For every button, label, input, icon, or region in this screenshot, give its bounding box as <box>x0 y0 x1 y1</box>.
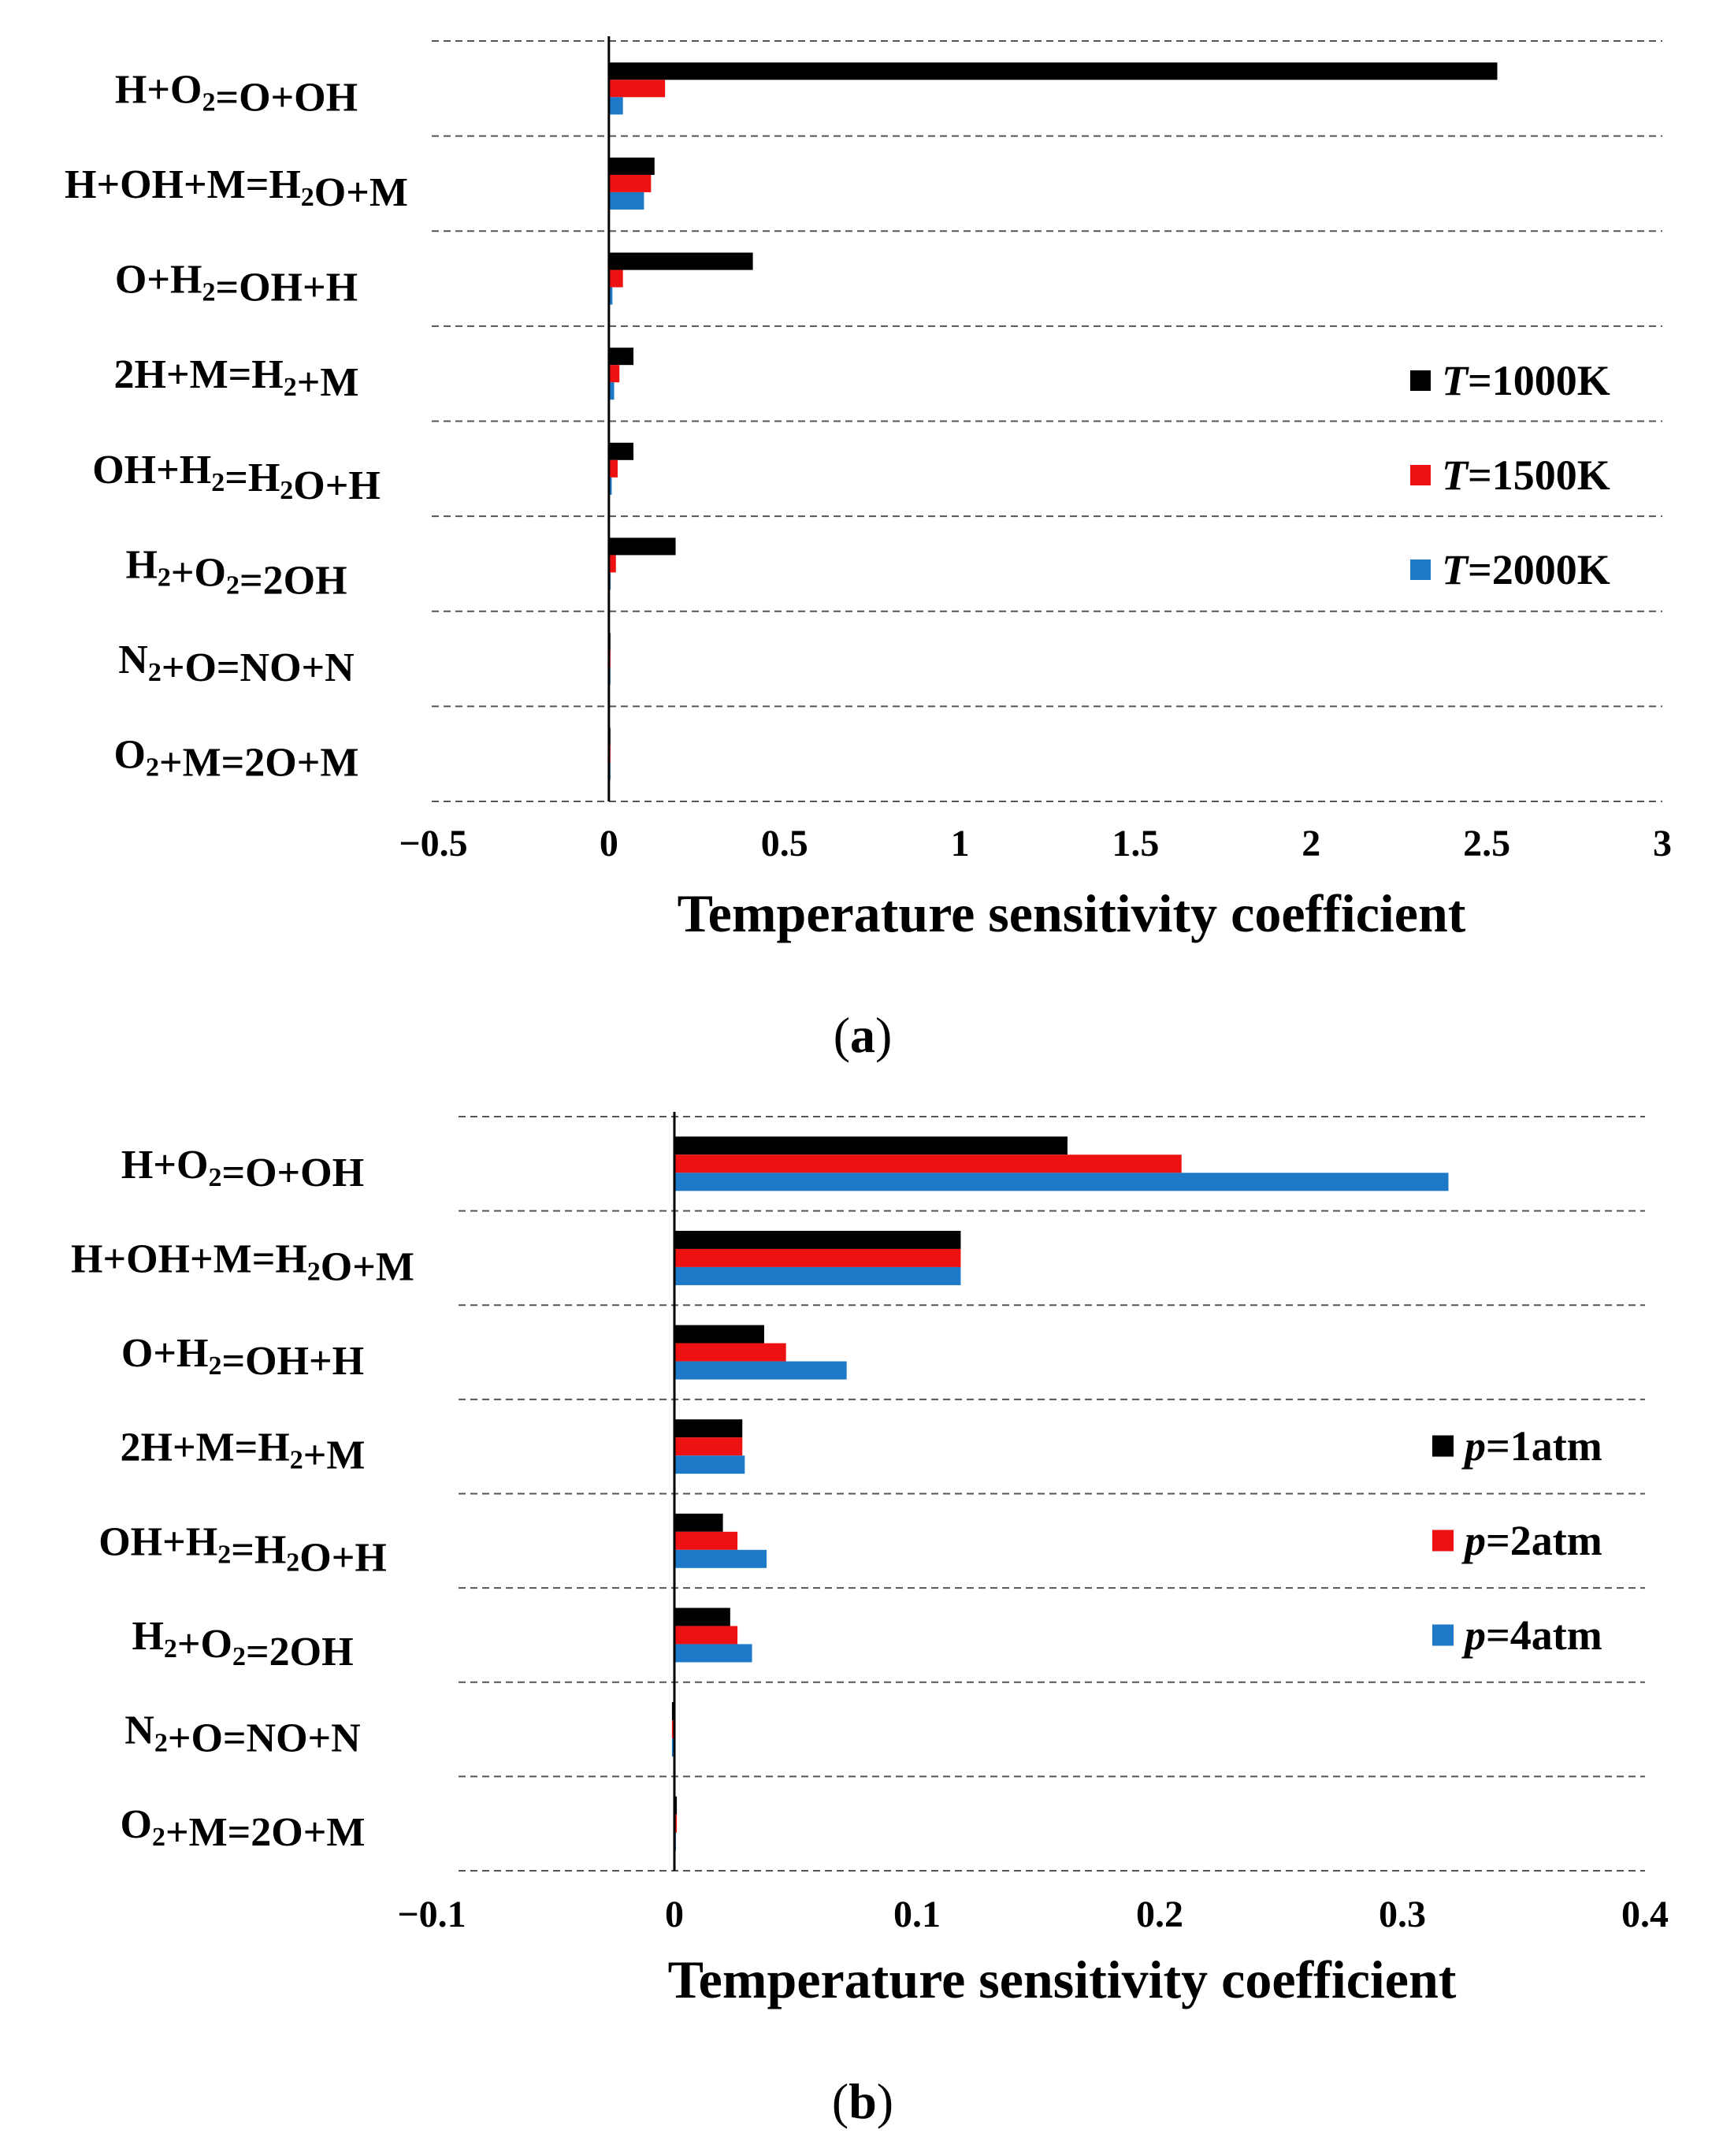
category-label: O+H2=OH+H <box>115 258 358 310</box>
legend-label: T=1000K <box>1442 357 1610 404</box>
x-tick-label: 1.5 <box>1112 823 1159 864</box>
bar-b-p4atm-1 <box>674 1266 961 1285</box>
panel-b-chart: H+O2=O+OH H+OH+M=H2O+M O+H2=OH+H 2H+M=H2+M O… <box>71 1112 1669 2129</box>
x-tick-label: −0.1 <box>397 1894 466 1935</box>
legend-label: p=2atm <box>1461 1517 1602 1564</box>
bar-b-p4atm-6 <box>671 1738 674 1757</box>
bar-a-t2000k-0 <box>608 97 623 115</box>
bar-a-t1000k-1 <box>608 157 655 175</box>
x-tick-label: 0.2 <box>1136 1894 1183 1935</box>
category-label: OH+H2=H2O+H <box>98 1519 387 1580</box>
bar-a-t2000k-1 <box>608 191 644 210</box>
x-tick-label: 2 <box>1302 823 1320 864</box>
bar-b-p1atm-2 <box>674 1325 764 1344</box>
x-tick-label: 0 <box>600 823 618 864</box>
category-label: O2+M=2O+M <box>121 1802 366 1855</box>
legend-swatch <box>1432 1435 1454 1457</box>
bar-a-t1000k-5 <box>608 537 676 556</box>
bar-b-p2atm-0 <box>674 1154 1182 1173</box>
bar-a-t1500k-5 <box>608 555 616 573</box>
bar-b-p2atm-6 <box>671 1720 674 1739</box>
bar-b-p2atm-5 <box>674 1626 738 1645</box>
bar-a-t2000k-3 <box>608 382 615 400</box>
bar-a-t1000k-4 <box>608 442 634 460</box>
bar-a-t1000k-3 <box>608 348 634 366</box>
bar-b-p1atm-6 <box>671 1702 674 1721</box>
category-label: H+OH+M=H2O+M <box>71 1236 414 1289</box>
legend-swatch <box>1432 1530 1454 1552</box>
bar-a-t2000k-2 <box>608 287 613 305</box>
bar-a-t1500k-1 <box>608 174 652 192</box>
category-label: O2+M=2O+M <box>114 733 359 786</box>
panel-a-chart: H+O2=O+OH H+OH+M=H2O+M O+H2=OH+H 2H+M=H2+M O… <box>65 36 1672 1063</box>
category-label: H+OH+M=H2O+M <box>65 162 408 215</box>
legend-label: p=1atm <box>1461 1422 1602 1470</box>
bar-b-p2atm-4 <box>674 1531 738 1550</box>
bar-b-p1atm-0 <box>674 1136 1068 1155</box>
bar-a-t1000k-0 <box>608 62 1498 80</box>
legend-label: T=1500K <box>1442 452 1610 499</box>
bar-a-t1500k-0 <box>608 80 666 98</box>
category-label: H2+O2=2OH <box>132 1614 353 1675</box>
bar-b-p1atm-7 <box>674 1796 678 1815</box>
category-label: H+O2=O+OH <box>121 1143 364 1195</box>
legend-swatch <box>1410 465 1431 485</box>
panel-label: (a) <box>834 1007 893 1063</box>
bar-b-p4atm-5 <box>674 1644 752 1663</box>
bar-b-p1atm-3 <box>674 1419 743 1438</box>
x-axis-title: Temperature sensitivity coefficient <box>668 1950 1457 2009</box>
legend-label: T=2000K <box>1442 546 1610 593</box>
panel-label: (b) <box>832 2073 893 2129</box>
bar-a-t1500k-4 <box>608 459 618 478</box>
legend-swatch <box>1410 559 1431 580</box>
bar-b-p1atm-5 <box>674 1608 730 1626</box>
category-label: O+H2=OH+H <box>121 1331 364 1384</box>
category-label: N2+O=NO+N <box>124 1708 360 1761</box>
category-label: N2+O=NO+N <box>118 638 354 690</box>
x-tick-label: 0.1 <box>893 1894 941 1935</box>
bar-b-p2atm-1 <box>674 1248 961 1267</box>
legend-swatch <box>1410 370 1431 391</box>
x-tick-label: 0.5 <box>761 823 808 864</box>
bar-b-p2atm-3 <box>674 1437 743 1456</box>
category-label: H+O2=O+OH <box>115 67 358 120</box>
bar-a-t1500k-2 <box>608 270 623 288</box>
x-tick-label: 0.4 <box>1621 1894 1669 1935</box>
x-tick-label: 0.3 <box>1379 1894 1426 1935</box>
bar-b-p2atm-2 <box>674 1343 786 1362</box>
bar-b-p4atm-0 <box>674 1173 1449 1191</box>
x-tick-label: 1 <box>951 823 970 864</box>
bar-b-p2atm-7 <box>674 1814 678 1833</box>
x-tick-label: −0.5 <box>399 823 467 864</box>
bar-b-p1atm-1 <box>674 1230 961 1249</box>
category-label: 2H+M=H2+M <box>121 1426 366 1478</box>
x-tick-label: 2.5 <box>1463 823 1510 864</box>
x-tick-label: 0 <box>665 1894 684 1935</box>
bar-a-t1000k-2 <box>608 252 753 270</box>
bar-a-t1500k-3 <box>608 365 620 383</box>
bar-a-t2000k-4 <box>608 477 612 495</box>
category-label: 2H+M=H2+M <box>114 352 359 405</box>
category-label: OH+H2=H2O+H <box>92 448 381 508</box>
legend-label: p=4atm <box>1461 1611 1602 1659</box>
legend-swatch <box>1432 1624 1454 1646</box>
category-label: H2+O2=2OH <box>125 542 347 603</box>
bar-b-p4atm-3 <box>674 1455 745 1474</box>
x-tick-label: 3 <box>1653 823 1672 864</box>
x-axis-title: Temperature sensitivity coefficient <box>678 883 1466 943</box>
bar-b-p4atm-2 <box>674 1361 847 1380</box>
bar-b-p4atm-4 <box>674 1549 767 1568</box>
bar-b-p1atm-4 <box>674 1513 723 1532</box>
